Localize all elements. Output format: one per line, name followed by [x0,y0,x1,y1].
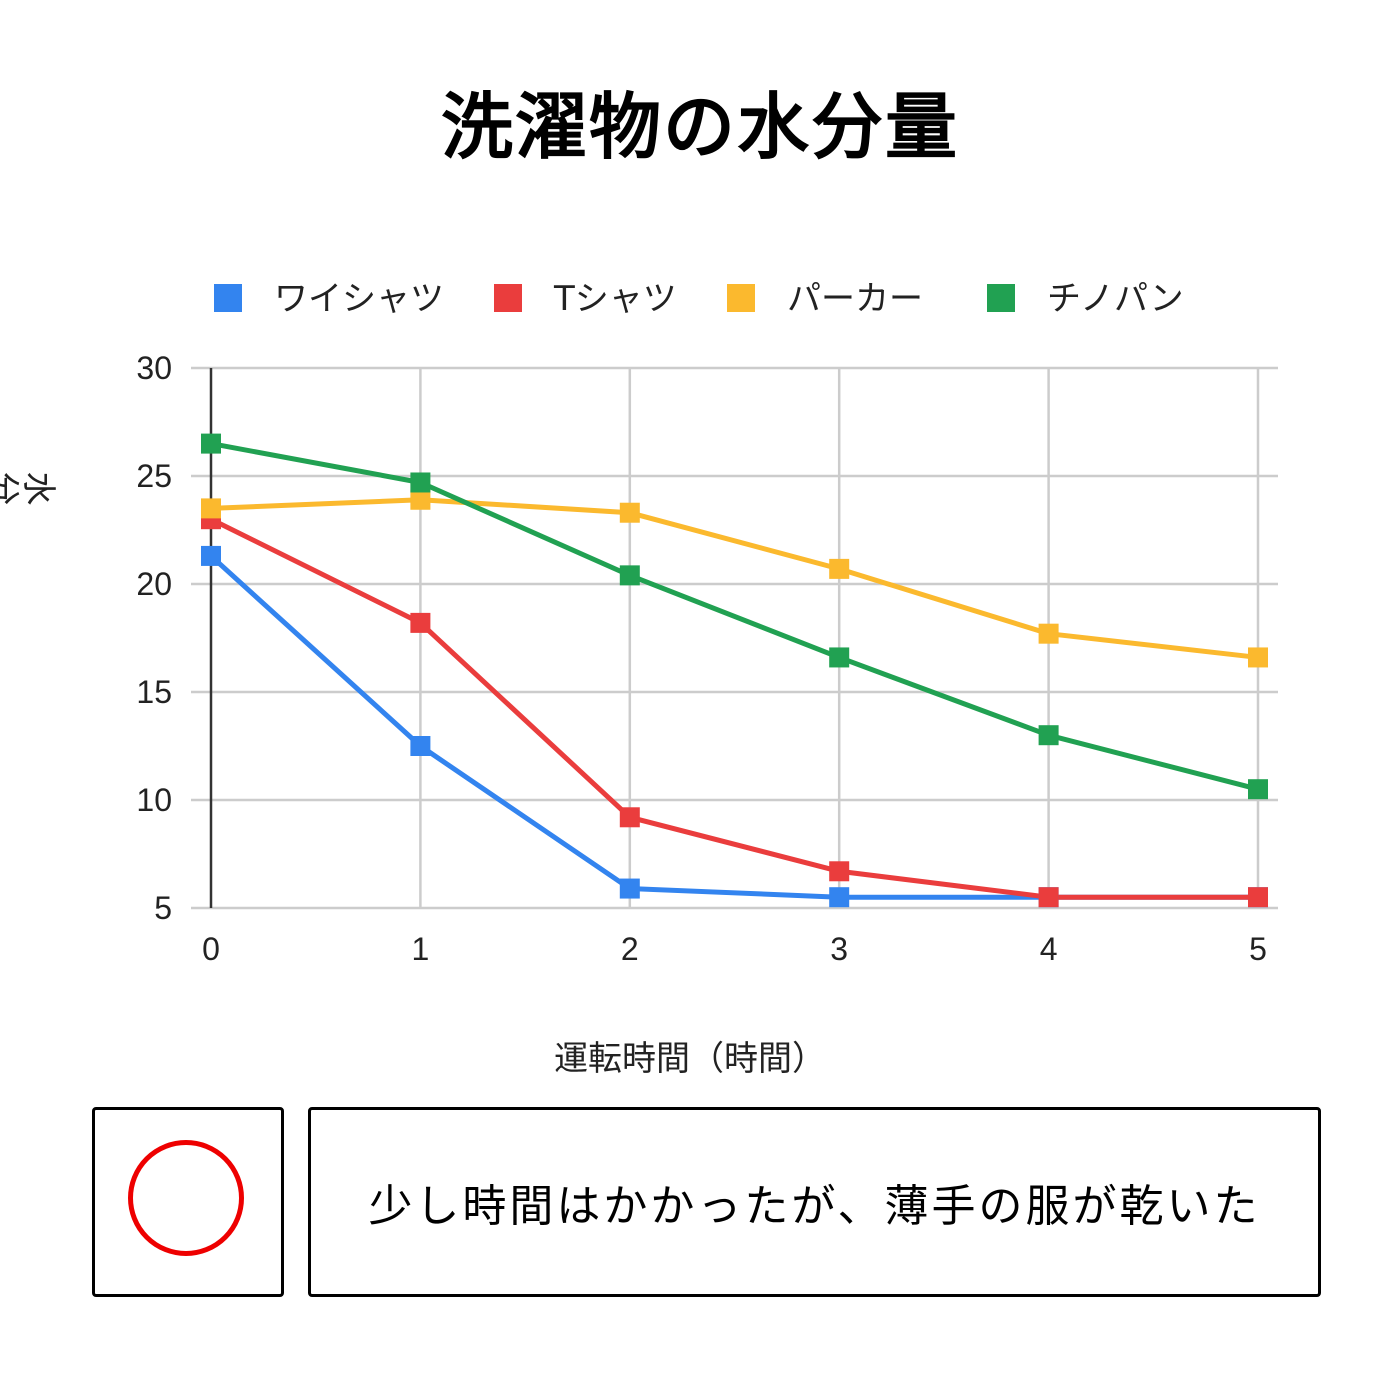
data-point [1038,887,1059,908]
data-point [201,433,221,454]
x-axis-title: 運転時間（時間） [554,1039,826,1079]
y-tick-label: 30 [136,350,172,386]
data-point [619,565,640,586]
legend: ワイシャツ Tシャツ パーカー チノパン [214,279,1184,319]
line-chart: ワイシャツ Tシャツ パーカー チノパン 5 10 15 20 25 30 0 1 2 3 4 5 運転時… [0,279,1278,1079]
legend-swatch [727,284,755,312]
data-point [619,807,640,828]
x-tick-label: 4 [1040,931,1058,967]
y-axis-title: 水分量（%） [0,465,57,505]
data-point [829,647,850,668]
data-point [619,502,640,523]
red-circle-icon: ○ [128,1140,244,1256]
x-tick-label: 0 [202,931,220,967]
data-point [1248,887,1268,908]
chart-title: 洗濯物の水分量 [440,85,959,169]
data-point [410,736,431,756]
x-axis-ticks: 0 1 2 3 4 5 [202,931,1267,967]
data-point [410,612,431,633]
x-tick-label: 1 [412,931,430,967]
y-tick-label: 20 [136,566,172,602]
data-point [619,878,640,899]
y-tick-label: 5 [154,890,172,926]
data-point [1248,647,1268,668]
data-point [829,887,850,908]
data-point [201,498,221,519]
data-point [1248,779,1268,800]
y-tick-label: 10 [136,782,172,818]
x-tick-label: 2 [621,931,639,967]
legend-label: パーカー [787,279,923,319]
series-line-1 [209,516,1258,900]
data-point [829,861,850,882]
x-tick-label: 3 [830,931,848,967]
comment-text: 少し時間はかかったが、薄手の服が乾いた [368,1181,1261,1232]
x-tick-label: 5 [1249,931,1267,967]
verdict-box: ○ [92,1107,284,1297]
series-line-2 [210,497,1259,660]
legend-swatch [214,284,242,312]
y-tick-label: 25 [136,458,172,494]
series-points [201,433,1268,908]
data-point [410,489,431,510]
legend-swatch [494,284,522,312]
data-point [1038,725,1059,746]
comment-box: 少し時間はかかったが、薄手の服が乾いた [308,1107,1321,1297]
data-point [829,558,850,579]
legend-label: ワイシャツ [274,279,444,319]
series-lines [209,441,1259,900]
grid-lines [191,366,1278,910]
y-axis-ticks: 5 10 15 20 25 30 [136,350,172,926]
data-point [1038,623,1059,644]
y-tick-label: 15 [136,674,172,710]
data-point [410,472,431,493]
legend-label: チノパン [1047,279,1184,319]
legend-label: Tシャツ [553,279,677,319]
data-point [201,545,221,566]
series-line-3 [210,441,1259,792]
legend-swatch [987,284,1015,312]
